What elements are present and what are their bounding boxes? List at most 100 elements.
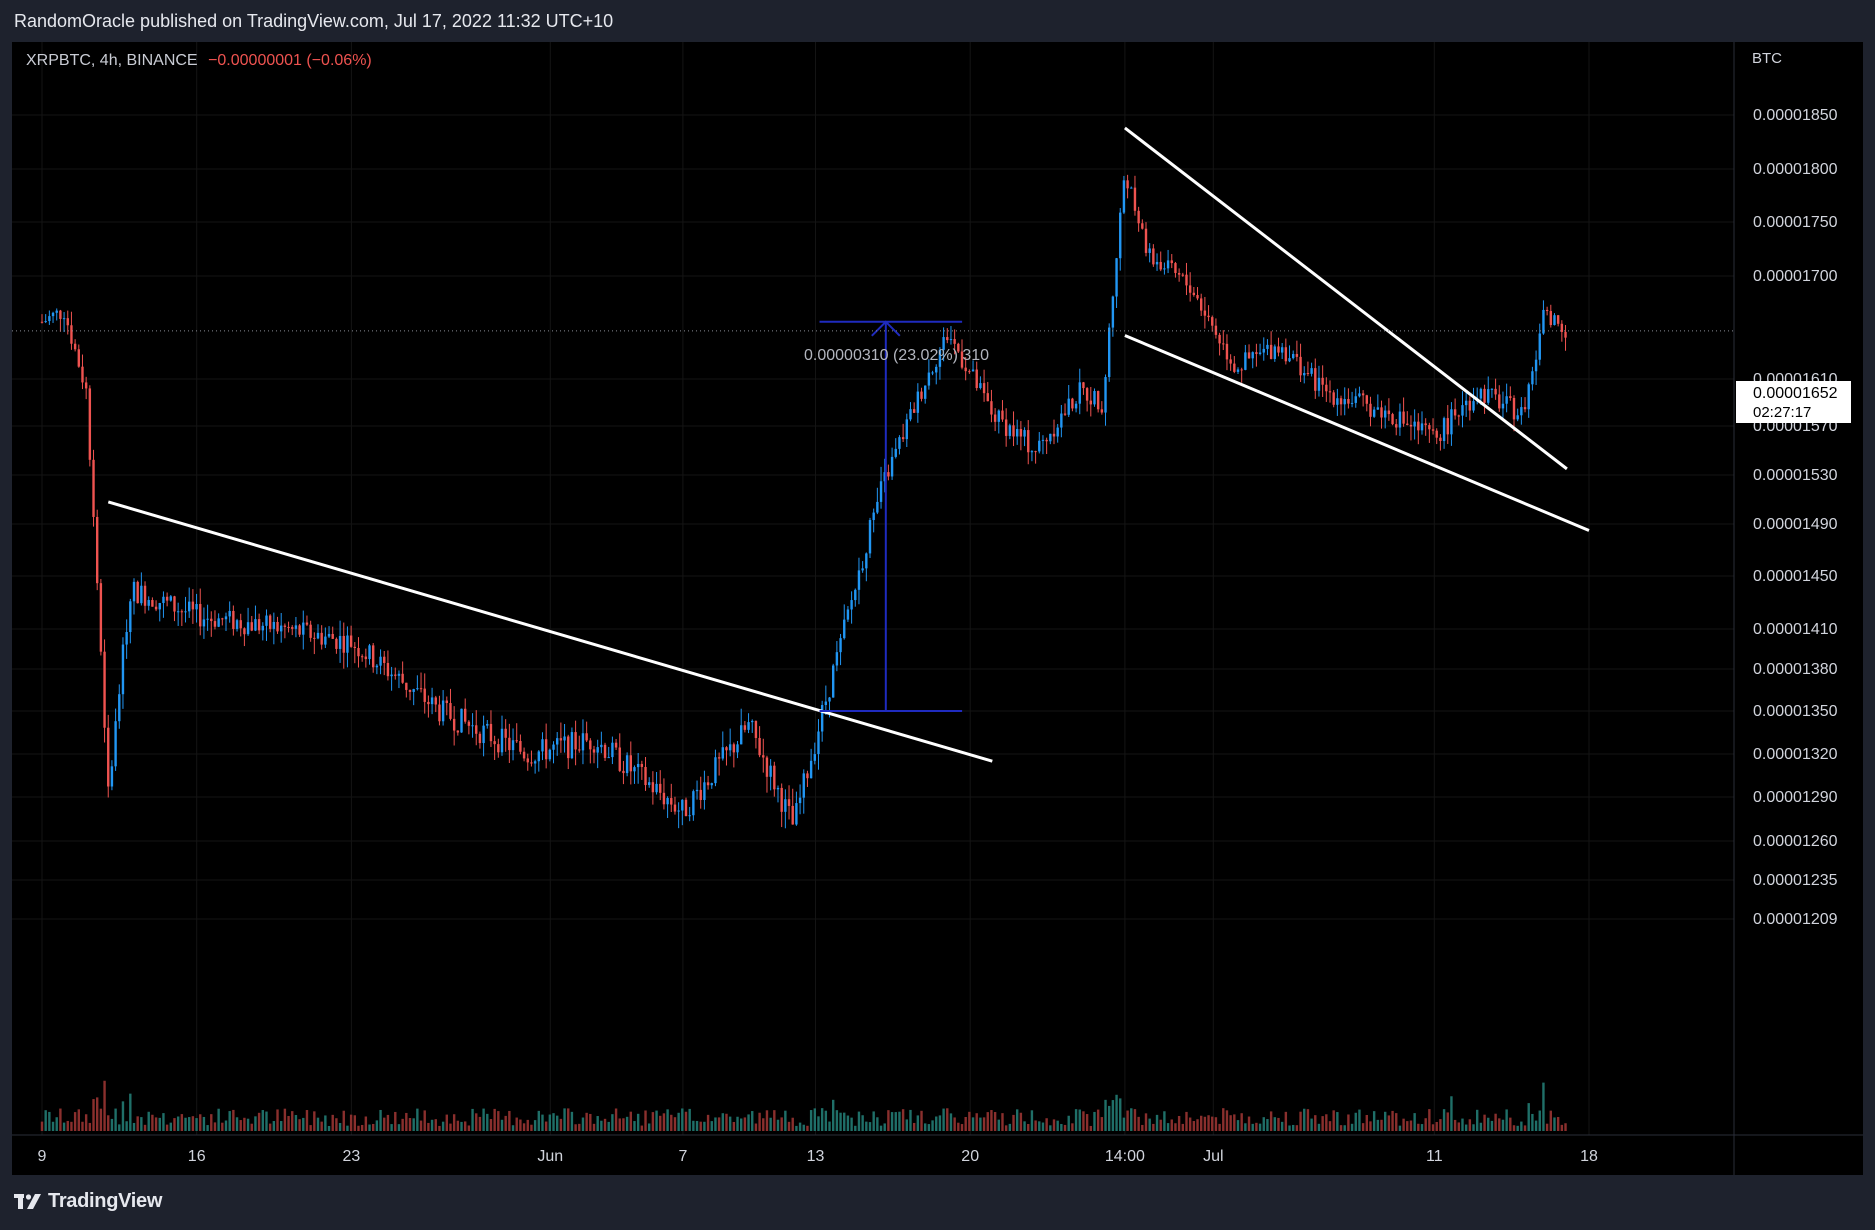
volume-bar [287, 1115, 290, 1131]
volume-bar [1391, 1110, 1394, 1131]
candle-body [202, 619, 206, 627]
candle-body [1501, 403, 1505, 409]
candle-body [736, 744, 739, 753]
candle-body [1549, 311, 1552, 326]
volume-bar [1251, 1123, 1254, 1131]
volume-bar [1361, 1123, 1365, 1131]
candle-body [464, 708, 467, 722]
volume-bar [1498, 1118, 1501, 1131]
volume-bar [1023, 1121, 1026, 1131]
candle-body [1181, 274, 1184, 276]
volume-bar [254, 1116, 257, 1131]
candle-body [188, 601, 191, 612]
price-tick-label: 0.00001209 [1753, 911, 1838, 928]
volume-bar [927, 1124, 931, 1131]
candle-body [1155, 261, 1159, 265]
price-range-measure[interactable] [819, 320, 963, 712]
volume-bar [84, 1114, 88, 1131]
volume-bar [1222, 1108, 1225, 1131]
candle-body [486, 723, 489, 726]
candle-body [1520, 407, 1523, 416]
volume-bar [460, 1121, 463, 1131]
candle-body [1071, 398, 1074, 409]
volume-bar [1144, 1113, 1148, 1131]
time-scale[interactable]: 9 16 23 Jun 7 13 20 14:00 Jul 11 18 [38, 1148, 1598, 1165]
chart-area[interactable]: 0.00001850 0.00001800 0.00001750 0.00001700… [12, 42, 1863, 1175]
wedge-lower-line[interactable] [1124, 334, 1590, 532]
volume-bar [839, 1112, 842, 1131]
currency-label: BTC [1752, 50, 1782, 67]
volume-bar [1060, 1123, 1063, 1131]
volume-bar [1170, 1119, 1173, 1131]
candle-body [412, 689, 415, 692]
volume-bar [1487, 1117, 1490, 1131]
volume-bar [346, 1125, 349, 1131]
descending-trendline-may-jun[interactable] [107, 500, 993, 763]
candle-body [1056, 427, 1059, 437]
candle-body [1556, 315, 1560, 324]
candlestick-chart[interactable]: 0.00001850 0.00001800 0.00001750 0.00001700… [12, 42, 1863, 1175]
volume-bar [773, 1110, 776, 1131]
candle-body [44, 321, 47, 323]
candle-body [210, 618, 213, 622]
candle-body [1417, 421, 1420, 431]
candle-body [416, 688, 419, 690]
candle-body [327, 633, 331, 637]
candle-body [1314, 368, 1317, 391]
candle-body [121, 644, 125, 695]
time-tick-label: 14:00 [1105, 1148, 1145, 1165]
volume-bar [695, 1120, 699, 1131]
candle-body [1148, 248, 1151, 253]
volume-bar [780, 1117, 783, 1131]
price-scale[interactable]: 0.00001850 0.00001800 0.00001750 0.00001700… [1753, 107, 1838, 928]
candle-body [1292, 354, 1295, 359]
volume-bar [217, 1108, 220, 1131]
volume-bar [1516, 1125, 1519, 1131]
volume-bar [894, 1112, 897, 1131]
volume-bar [305, 1110, 309, 1131]
volume-bar [699, 1121, 702, 1131]
volume-bar [327, 1125, 331, 1131]
volume-bar [143, 1124, 147, 1131]
candle-body [460, 708, 463, 733]
wedge-upper-line[interactable] [1123, 126, 1568, 471]
volume-bar [1207, 1115, 1210, 1131]
volume-bar [379, 1109, 382, 1131]
tradingview-logo[interactable]: TradingView [14, 1190, 162, 1213]
candle-body [379, 656, 382, 666]
candle-body [1262, 348, 1265, 353]
trendlines[interactable] [107, 126, 1590, 763]
candle-body [511, 740, 515, 751]
volume-bar [901, 1109, 905, 1131]
candle-body [684, 799, 688, 817]
candle-body [714, 757, 717, 784]
candle-body [1376, 407, 1380, 410]
volume-bar [990, 1110, 993, 1131]
volume-bar [1523, 1125, 1527, 1131]
volume-bar [600, 1120, 603, 1131]
volume-bar [416, 1108, 419, 1131]
volume-bar [791, 1117, 794, 1131]
symbol-legend[interactable]: XRPBTC, 4h, BINANCE −0.00000001 (−0.06%) [26, 52, 372, 70]
candle-body [1391, 414, 1394, 425]
volume-bar [563, 1108, 566, 1131]
symbol-info[interactable]: XRPBTC, 4h, BINANCE [26, 52, 198, 69]
candle-body [916, 391, 920, 413]
volume-bar [1096, 1109, 1100, 1131]
candle-body [666, 798, 669, 805]
volume-bar [541, 1114, 544, 1131]
candle-body [184, 611, 187, 613]
candle-body [1133, 187, 1137, 211]
volume-bar [1063, 1124, 1067, 1131]
candle-body [574, 732, 577, 750]
volume-bar [1229, 1115, 1232, 1131]
candle-body [1336, 398, 1339, 405]
candle-body [1384, 410, 1387, 418]
volume-bar [202, 1116, 206, 1131]
candle-body [1038, 440, 1041, 452]
volume-bar [1108, 1105, 1111, 1131]
candle-body [728, 744, 732, 751]
volume-bar [673, 1117, 677, 1131]
volume-bar [1413, 1113, 1416, 1131]
volume-bar [335, 1118, 338, 1131]
